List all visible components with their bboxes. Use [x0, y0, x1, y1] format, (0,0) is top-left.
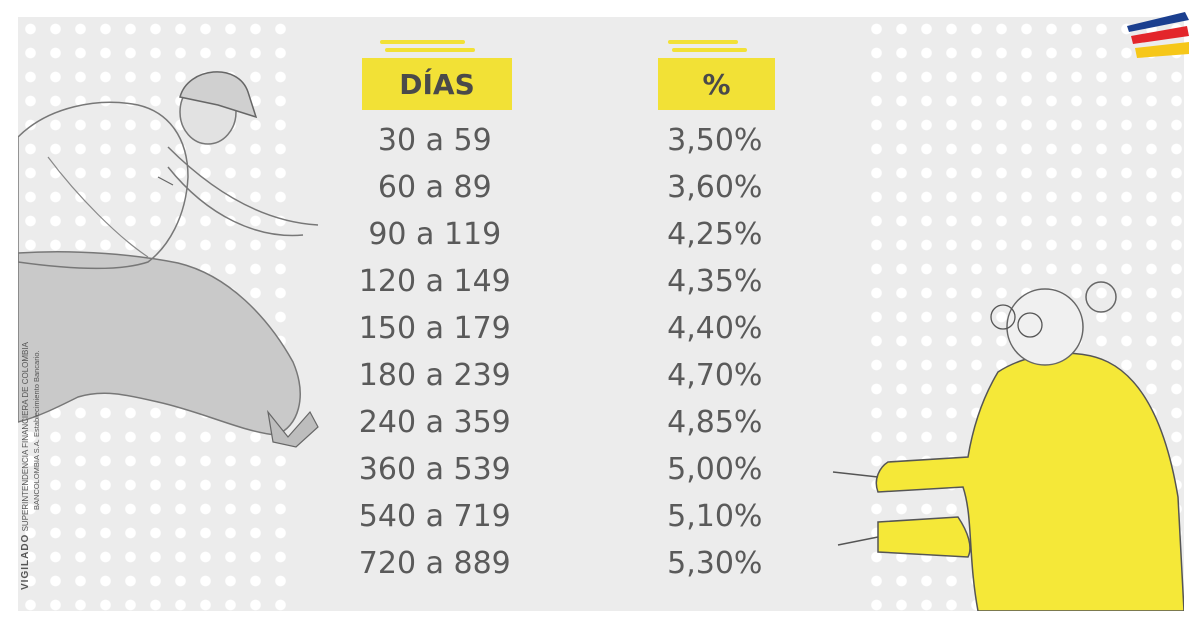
- table-row: 120 a 149 4,35%: [330, 258, 810, 305]
- days-range: 240 a 359: [358, 405, 511, 440]
- vigilado-legal-note: VIGILADO SUPERINTENDENCIA FINANCIERA DE …: [20, 342, 31, 590]
- table-row: 30 a 59 3,50%: [330, 117, 810, 164]
- table-row: 60 a 89 3,60%: [330, 164, 810, 211]
- table-row: 180 a 239 4,70%: [330, 352, 810, 399]
- days-range: 180 a 239: [358, 358, 511, 393]
- rate-table: 30 a 59 3,50% 60 a 89 3,60% 90 a 119 4,2…: [330, 117, 810, 587]
- days-range: 540 a 719: [358, 499, 511, 534]
- bank-legal-note: BANCOLOMBIA S.A. Establecimiento Bancari…: [32, 350, 41, 510]
- header-mark-pct: [668, 40, 738, 44]
- days-range: 60 a 89: [377, 170, 492, 205]
- interest-rate: 4,25%: [667, 217, 763, 252]
- table-row: 240 a 359 4,85%: [330, 399, 810, 446]
- days-range: 30 a 59: [377, 123, 492, 158]
- days-range: 360 a 539: [358, 452, 511, 487]
- header-mark-days: [380, 40, 465, 44]
- table-row: 720 a 889 5,30%: [330, 540, 810, 587]
- woman-illustration: [832, 281, 1184, 611]
- table-row: 360 a 539 5,00%: [330, 446, 810, 493]
- bank-logo-icon: [1127, 12, 1189, 58]
- days-range: 90 a 119: [368, 217, 502, 252]
- interest-rate: 4,40%: [667, 311, 763, 346]
- column-header-days: DÍAS: [362, 58, 512, 110]
- interest-rate: 4,35%: [667, 264, 763, 299]
- days-range: 120 a 149: [358, 264, 511, 299]
- interest-rate: 3,50%: [667, 123, 763, 158]
- superintendencia-label: SUPERINTENDENCIA FINANCIERA DE COLOMBIA: [21, 342, 30, 532]
- interest-rate: 5,10%: [667, 499, 763, 534]
- table-row: 150 a 179 4,40%: [330, 305, 810, 352]
- header-mark-days-2: [385, 48, 475, 52]
- vigilado-label: VIGILADO: [20, 533, 31, 590]
- interest-rate: 5,00%: [667, 452, 763, 487]
- table-row: 90 a 119 4,25%: [330, 211, 810, 258]
- banner-panel: [18, 17, 1184, 611]
- column-header-percent: %: [658, 58, 775, 110]
- days-range: 150 a 179: [358, 311, 511, 346]
- interest-rate: 3,60%: [667, 170, 763, 205]
- header-mark-pct-2: [672, 48, 747, 52]
- days-range: 720 a 889: [358, 546, 511, 581]
- interest-rate: 5,30%: [667, 546, 763, 581]
- man-illustration: [18, 71, 319, 448]
- interest-rate: 4,85%: [667, 405, 763, 440]
- table-row: 540 a 719 5,10%: [330, 493, 810, 540]
- interest-rate: 4,70%: [667, 358, 763, 393]
